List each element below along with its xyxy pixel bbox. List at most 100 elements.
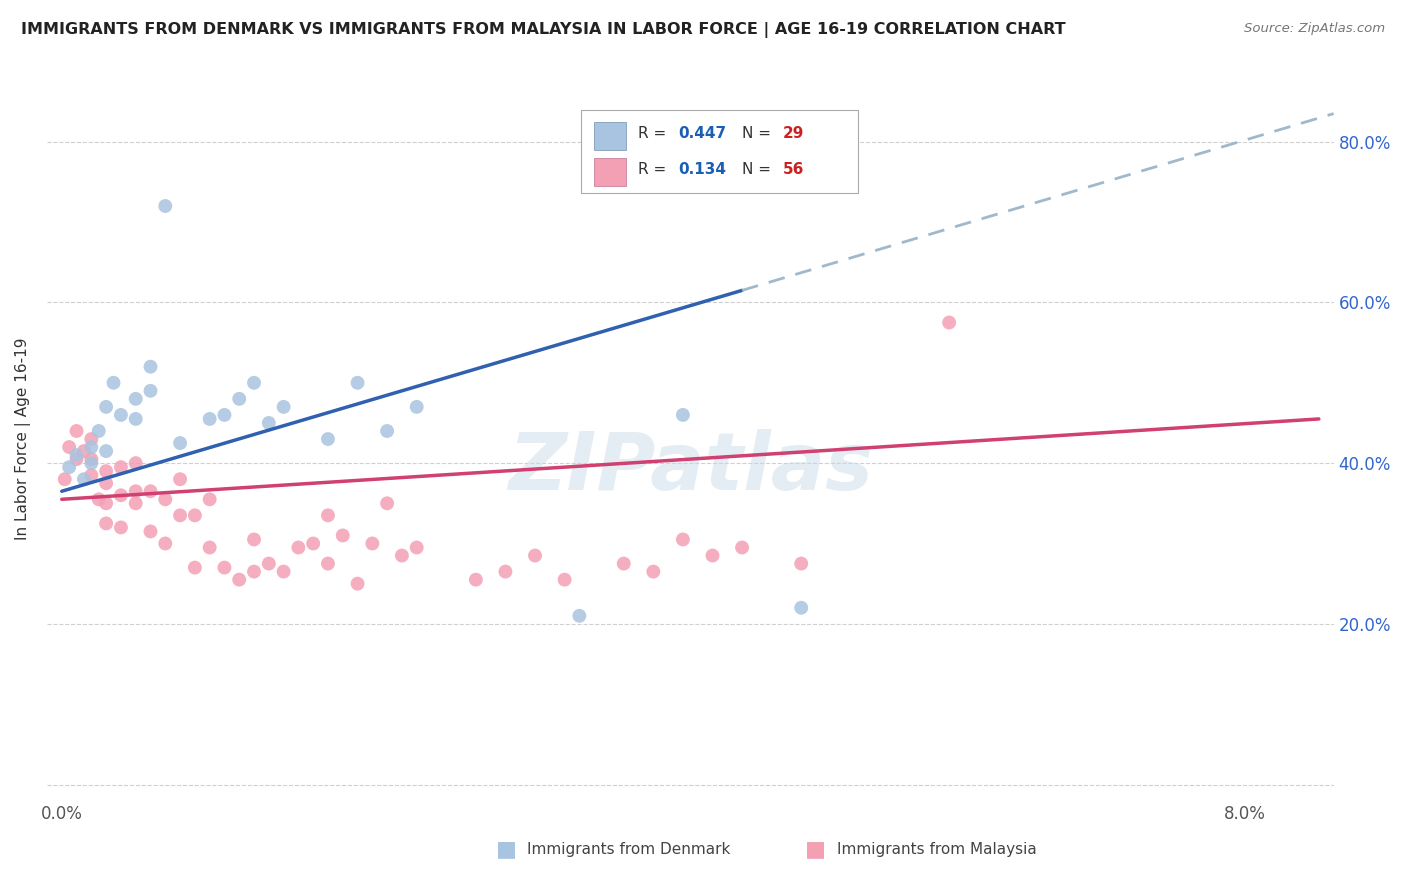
Text: 0.447: 0.447: [679, 126, 727, 141]
Y-axis label: In Labor Force | Age 16-19: In Labor Force | Age 16-19: [15, 338, 31, 541]
Point: [80, 432, 103, 446]
Point: [375, 424, 398, 438]
Point: [139, 384, 162, 398]
Point: [568, 608, 591, 623]
Point: [80, 440, 103, 454]
Point: [198, 412, 221, 426]
Point: [73, 472, 96, 486]
Point: [80, 468, 103, 483]
Point: [110, 460, 132, 475]
Point: [169, 508, 191, 523]
Point: [228, 573, 250, 587]
Point: [94, 400, 117, 414]
Point: [73, 444, 96, 458]
Point: [110, 408, 132, 422]
Point: [155, 536, 177, 550]
Point: [316, 557, 339, 571]
Point: [155, 492, 177, 507]
FancyBboxPatch shape: [581, 110, 858, 194]
Point: [139, 524, 162, 539]
Point: [94, 464, 117, 478]
Point: [613, 557, 636, 571]
Point: [65, 424, 87, 438]
Point: [94, 444, 117, 458]
Point: [672, 408, 695, 422]
Point: [139, 484, 162, 499]
Point: [169, 436, 191, 450]
Text: ZIPatlas: ZIPatlas: [508, 429, 873, 507]
Point: [494, 565, 516, 579]
Point: [316, 432, 339, 446]
Point: [554, 573, 576, 587]
Point: [87, 424, 110, 438]
Point: [938, 316, 960, 330]
Text: Immigrants from Malaysia: Immigrants from Malaysia: [837, 842, 1036, 856]
Point: [125, 392, 148, 406]
Point: [316, 508, 339, 523]
Point: [125, 412, 148, 426]
Point: [672, 533, 695, 547]
Point: [58, 440, 80, 454]
Point: [405, 541, 427, 555]
Point: [332, 528, 354, 542]
Point: [87, 492, 110, 507]
Bar: [593, 159, 626, 186]
Text: 56: 56: [783, 161, 804, 177]
Point: [184, 508, 207, 523]
Point: [155, 199, 177, 213]
Point: [65, 448, 87, 462]
Bar: [593, 122, 626, 150]
Point: [94, 476, 117, 491]
Point: [110, 520, 132, 534]
Point: [110, 488, 132, 502]
Point: [139, 359, 162, 374]
Point: [58, 460, 80, 475]
Point: [257, 557, 280, 571]
Point: [243, 376, 266, 390]
Point: [214, 408, 236, 422]
Point: [464, 573, 486, 587]
Text: ■: ■: [806, 839, 825, 859]
Point: [198, 492, 221, 507]
Point: [287, 541, 309, 555]
Point: [103, 376, 125, 390]
Point: [361, 536, 384, 550]
Text: N =: N =: [742, 161, 776, 177]
Point: [346, 576, 368, 591]
Point: [125, 496, 148, 510]
Point: [405, 400, 427, 414]
Point: [302, 536, 325, 550]
Point: [273, 565, 295, 579]
Point: [65, 452, 87, 467]
Point: [125, 456, 148, 470]
Text: ■: ■: [496, 839, 516, 859]
Text: 0.134: 0.134: [679, 161, 727, 177]
Text: IMMIGRANTS FROM DENMARK VS IMMIGRANTS FROM MALAYSIA IN LABOR FORCE | AGE 16-19 C: IMMIGRANTS FROM DENMARK VS IMMIGRANTS FR…: [21, 22, 1066, 38]
Point: [80, 452, 103, 467]
Point: [731, 541, 754, 555]
Point: [790, 600, 813, 615]
Text: R =: R =: [637, 126, 671, 141]
Point: [346, 376, 368, 390]
Point: [214, 560, 236, 574]
Text: Source: ZipAtlas.com: Source: ZipAtlas.com: [1244, 22, 1385, 36]
Text: Immigrants from Denmark: Immigrants from Denmark: [527, 842, 731, 856]
Point: [228, 392, 250, 406]
Point: [375, 496, 398, 510]
Point: [273, 400, 295, 414]
Point: [243, 533, 266, 547]
Point: [94, 516, 117, 531]
Point: [184, 560, 207, 574]
Point: [391, 549, 413, 563]
Point: [243, 565, 266, 579]
Point: [643, 565, 665, 579]
Point: [169, 472, 191, 486]
Text: 29: 29: [783, 126, 804, 141]
Point: [524, 549, 547, 563]
Point: [790, 557, 813, 571]
Text: N =: N =: [742, 126, 776, 141]
Point: [125, 484, 148, 499]
Point: [257, 416, 280, 430]
Point: [53, 472, 76, 486]
Point: [198, 541, 221, 555]
